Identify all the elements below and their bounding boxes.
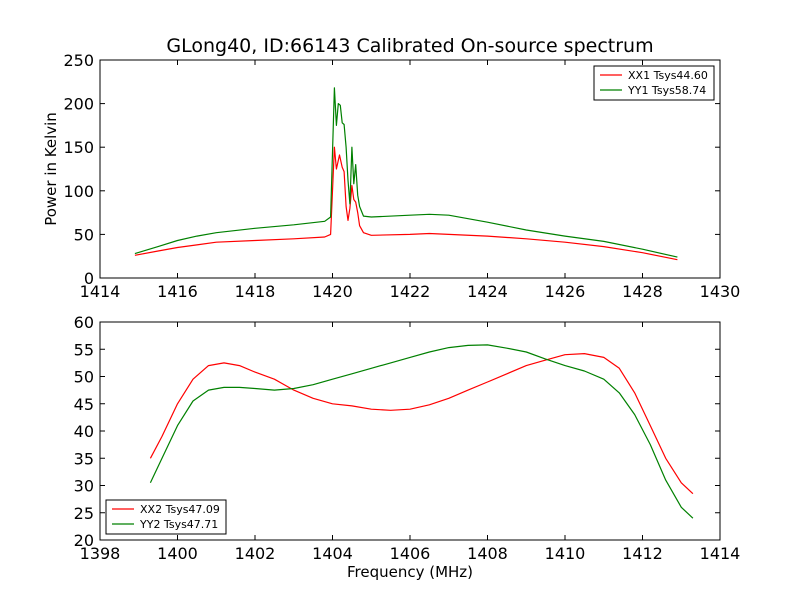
panel-1-x-tick-label: 1430 xyxy=(700,282,741,301)
panel-2-x-tick-label: 1412 xyxy=(622,544,663,563)
panel-1-y-tick-label: 0 xyxy=(84,269,94,288)
panel-1-x-tick-label: 1418 xyxy=(235,282,276,301)
panel-2-legend-label-2: YY2 Tsys47.71 xyxy=(139,518,218,531)
panel-2-x-tick-label: 1402 xyxy=(235,544,276,563)
chart-panel-2: 1398 1400 1402 1404 1406 1408 1410 1412 1414 20 25… xyxy=(74,313,741,581)
panel-2-series-line-1 xyxy=(149,353,694,495)
panel-2-series-line-2 xyxy=(149,344,694,519)
panel-2-x-tick-label: 1406 xyxy=(390,544,431,563)
panel-1-legend: XX1 Tsys44.60 YY1 Tsys58.74 xyxy=(593,65,715,101)
panel-2-y-tick-label: 35 xyxy=(74,449,94,468)
panel-1-x-tick-label: 1420 xyxy=(312,282,353,301)
panel-1-legend-box xyxy=(593,65,715,101)
panel-1-legend-label-1: XX1 Tsys44.60 xyxy=(628,69,708,82)
figure-title: GLong40, ID:66143 Calibrated On-source s… xyxy=(166,35,653,57)
panel-2-y-tick-label: 25 xyxy=(74,504,94,523)
panel-2-legend: XX2 Tsys47.09 YY2 Tsys47.71 xyxy=(105,499,227,535)
panel-2-x-tick-label: 1408 xyxy=(467,544,508,563)
panel-2-y-tick-label: 20 xyxy=(74,531,94,550)
panel-1-y-tick-label: 200 xyxy=(63,95,94,114)
panel-2-x-tick-label: 1404 xyxy=(312,544,353,563)
panel-1-y-tick-label: 250 xyxy=(63,51,94,70)
panel-1-x-tick-label: 1424 xyxy=(467,282,508,301)
panel-2-y-tick-label: 45 xyxy=(74,395,94,414)
panel-1-series-line-1 xyxy=(134,146,678,261)
panel-2-x-tick-label: 1400 xyxy=(157,544,198,563)
panel-2-legend-box xyxy=(105,499,227,535)
panel-2-x-tick-label: 1410 xyxy=(545,544,586,563)
panel-2-x-axis-label: Frequency (MHz) xyxy=(347,563,473,581)
panel-1-y-tick-label: 150 xyxy=(63,138,94,157)
panel-2-x-tick-label: 1414 xyxy=(700,544,741,563)
panel-1-x-tick-label: 1426 xyxy=(545,282,586,301)
panel-1-x-tick-label: 1428 xyxy=(622,282,663,301)
panel-2-y-tick-label: 40 xyxy=(74,422,94,441)
panel-1-y-tick-label: 50 xyxy=(74,225,94,244)
panel-1-series-line-2 xyxy=(134,87,678,258)
panel-2-x-tick-label: 1398 xyxy=(80,544,121,563)
panel-1-x-tick-label: 1414 xyxy=(80,282,121,301)
panel-1-legend-label-2: YY1 Tsys58.74 xyxy=(627,84,706,97)
panel-2-legend-label-1: XX2 Tsys47.09 xyxy=(140,503,220,516)
panel-2-y-tick-label: 30 xyxy=(74,477,94,496)
chart-panel-1: 1414 1416 1418 1420 1422 1424 1426 1428 1430 0 50 1… xyxy=(42,51,740,301)
panel-1-y-tick-label: 100 xyxy=(63,182,94,201)
panel-2-y-tick-label: 60 xyxy=(74,313,94,332)
panel-1-x-tick-label: 1416 xyxy=(157,282,198,301)
panel-2-y-tick-label: 55 xyxy=(74,340,94,359)
panel-1-x-tick-label: 1422 xyxy=(390,282,431,301)
panel-1-y-axis-label: Power in Kelvin xyxy=(42,112,60,226)
panel-2-y-tick-label: 50 xyxy=(74,368,94,387)
panels: 1414 1416 1418 1420 1422 1424 1426 1428 14300501… xyxy=(42,51,740,581)
